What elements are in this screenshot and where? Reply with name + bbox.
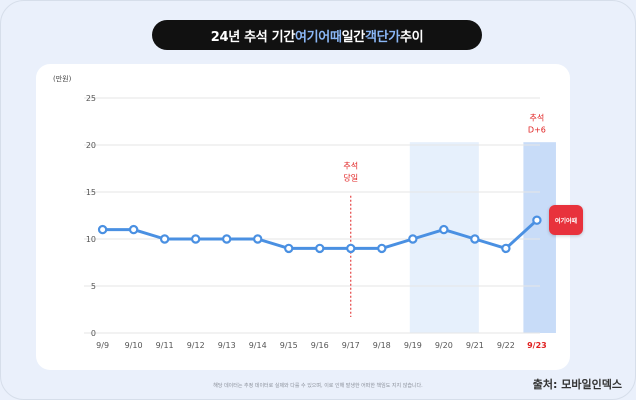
annotation-label: 당일 — [343, 173, 358, 183]
data-point — [501, 243, 511, 254]
title-brand: 여기어때 — [294, 29, 342, 45]
brand-logo-text: 여기어때 — [554, 217, 578, 225]
x-tick-label: 9/19 — [404, 341, 422, 350]
title-highlight: 객단가 — [364, 29, 400, 45]
x-tick-label: 9/12 — [187, 341, 205, 350]
brand-logo-badge: 여기어때 — [549, 205, 583, 235]
y-tick-label: 25 — [86, 94, 96, 103]
disclaimer-text: 해당 데이터는 추정 데이터로 실제와 다를 수 있으며, 이로 인해 발생한 … — [213, 383, 423, 389]
x-tick-label: 9/23 — [527, 341, 547, 350]
x-tick-label: 9/17 — [342, 341, 360, 350]
title-part2: 일간 — [341, 29, 366, 45]
data-point — [190, 234, 201, 244]
data-point — [284, 243, 294, 254]
data-point — [97, 224, 108, 235]
title-part3: 추이 — [399, 29, 424, 45]
y-axis-label: (만원) — [53, 74, 72, 83]
annotation-label: 추석 — [343, 161, 358, 171]
x-tick-label: 9/21 — [466, 341, 484, 350]
data-point — [128, 224, 139, 235]
data-point — [159, 234, 170, 244]
data-point — [377, 243, 387, 254]
annotation-label: 추석 — [530, 113, 545, 123]
data-point — [470, 234, 480, 244]
x-tick-label: 9/22 — [497, 341, 515, 350]
x-tick-label: 9/9 — [96, 341, 109, 350]
y-tick-label: 20 — [86, 141, 96, 150]
y-tick-label: 0 — [91, 329, 96, 338]
source-label: 출처: 모바일인덱스 — [532, 378, 622, 391]
x-tick-label: 9/18 — [373, 341, 391, 350]
y-tick-label: 5 — [91, 282, 96, 291]
chart-title: 24년 추석 기간 여기어때 일간 객단가 추이 — [152, 20, 482, 50]
x-tick-label: 9/16 — [311, 341, 329, 350]
data-point — [346, 243, 356, 254]
x-tick-label: 9/10 — [125, 341, 143, 350]
data-point — [408, 234, 418, 244]
y-tick-label: 15 — [86, 188, 96, 197]
x-tick-label: 9/14 — [249, 341, 267, 350]
data-point — [221, 234, 232, 244]
x-tick-label: 9/20 — [435, 341, 453, 350]
data-point — [532, 215, 542, 225]
title-part1: 24년 추석 기간 — [210, 29, 296, 45]
data-point — [315, 243, 325, 254]
annotation-label: D+6 — [528, 126, 546, 135]
highlight-band — [523, 142, 556, 333]
x-tick-label: 9/11 — [156, 341, 174, 350]
data-point — [439, 224, 449, 235]
data-point — [253, 234, 263, 244]
x-tick-label: 9/13 — [218, 341, 236, 350]
y-tick-label: 10 — [86, 235, 96, 244]
x-tick-label: 9/15 — [280, 341, 298, 350]
